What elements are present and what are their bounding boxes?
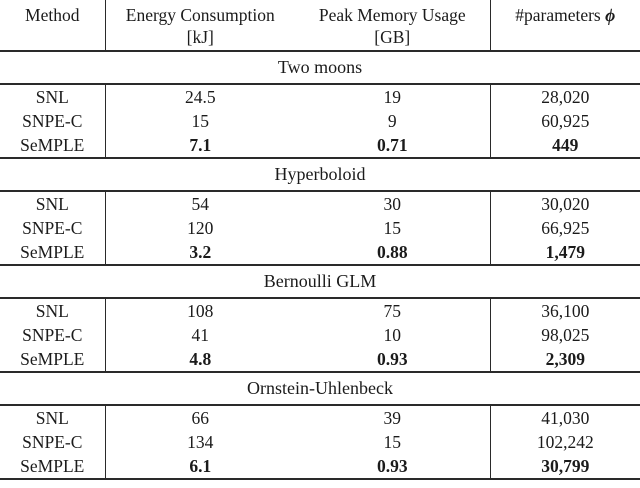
cell-method: SNPE-C (0, 323, 106, 347)
column-header-method: Method (0, 0, 106, 52)
cell-params: 36,100 (541, 301, 590, 321)
cell-memory: 19 (295, 84, 491, 109)
cell-method: SNPE-C (0, 430, 106, 454)
cell-memory: 15 (295, 430, 491, 454)
cell-method: SeMPLE (0, 454, 106, 479)
table-row: SNPE-C 120 15 66,925 (0, 216, 640, 240)
column-header-memory: Peak Memory Usage [GB] (295, 0, 491, 52)
method-header-label: Method (25, 5, 80, 25)
cell-method: SNPE-C (0, 109, 106, 133)
cell-params: 28,020 (541, 87, 590, 107)
table-row: SNPE-C 41 10 98,025 (0, 323, 640, 347)
cell-energy: 120 (187, 218, 214, 238)
cell-params: 449 (552, 135, 579, 155)
table-row: SeMPLE 4.8 0.93 2,309 (0, 347, 640, 372)
table-row: SNPE-C 134 15 102,242 (0, 430, 640, 454)
cell-method: SNL (0, 191, 106, 216)
cell-params: 60,925 (541, 111, 590, 131)
section-title: Ornstein-Uhlenbeck (0, 371, 640, 406)
table-row: SNPE-C 15 9 60,925 (0, 109, 640, 133)
table-row: SeMPLE 6.1 0.93 30,799 (0, 454, 640, 479)
cell-energy: 54 (191, 194, 210, 214)
section-title: Bernoulli GLM (0, 264, 640, 299)
header-row: Method Energy Consumption [kJ] Peak Memo… (0, 0, 640, 52)
cell-energy: 3.2 (189, 242, 212, 262)
cell-params: 66,925 (541, 218, 590, 238)
cell-params: 98,025 (541, 325, 590, 345)
section-title-row: Ornstein-Uhlenbeck (0, 371, 640, 406)
parameters-header-text: #parameters (515, 5, 601, 25)
table-row: SeMPLE 3.2 0.88 1,479 (0, 240, 640, 265)
cell-memory: 30 (295, 191, 491, 216)
cell-method: SNL (0, 84, 106, 109)
cell-method: SNL (0, 405, 106, 430)
cell-memory: 75 (295, 298, 491, 323)
table-row: SeMPLE 7.1 0.71 449 (0, 133, 640, 158)
memory-header-label: Peak Memory Usage (318, 5, 466, 25)
column-header-parameters: #parameters ϕ (490, 0, 640, 52)
cell-energy: 134 (187, 432, 214, 452)
section-title: Hyperboloid (0, 157, 640, 192)
cell-method: SeMPLE (0, 240, 106, 265)
cell-energy: 7.1 (189, 135, 212, 155)
table-row: SNL 54 30 30,020 (0, 191, 640, 216)
parameters-header-label: #parameters ϕ (491, 4, 640, 26)
cell-energy: 15 (191, 111, 210, 131)
cell-params: 41,030 (541, 408, 590, 428)
cell-memory: 0.88 (295, 240, 491, 265)
memory-header-unit: [GB] (374, 27, 411, 47)
column-header-energy: Energy Consumption [kJ] (105, 0, 295, 52)
section-title-row: Bernoulli GLM (0, 264, 640, 299)
energy-header-label: Energy Consumption (125, 5, 275, 25)
cell-memory: 9 (295, 109, 491, 133)
cell-method: SNL (0, 298, 106, 323)
cell-energy: 6.1 (189, 456, 212, 476)
table-row: SNL 108 75 36,100 (0, 298, 640, 323)
cell-energy: 108 (187, 301, 214, 321)
cell-memory: 0.93 (295, 347, 491, 372)
cell-params: 1,479 (545, 242, 585, 262)
cell-params: 30,020 (541, 194, 590, 214)
cell-energy: 66 (191, 408, 210, 428)
cell-memory: 39 (295, 405, 491, 430)
cell-energy: 4.8 (189, 349, 212, 369)
table-row: SNL 24.5 19 28,020 (0, 84, 640, 109)
cell-memory: 0.93 (295, 454, 491, 479)
cell-params: 102,242 (536, 432, 594, 452)
phi-symbol: ϕ (605, 5, 616, 25)
cell-params: 2,309 (545, 349, 585, 369)
cell-method: SeMPLE (0, 133, 106, 158)
section-title: Two moons (0, 50, 640, 85)
cell-energy: 24.5 (184, 87, 216, 107)
cell-method: SeMPLE (0, 347, 106, 372)
cell-memory: 15 (295, 216, 491, 240)
cell-memory: 10 (295, 323, 491, 347)
section-title-row: Two moons (0, 50, 640, 85)
table-row: SNL 66 39 41,030 (0, 405, 640, 430)
energy-header-unit: [kJ] (186, 27, 214, 47)
cell-memory: 0.71 (295, 133, 491, 158)
cell-energy: 41 (191, 325, 210, 345)
section-title-row: Hyperboloid (0, 157, 640, 192)
cell-method: SNPE-C (0, 216, 106, 240)
cell-params: 30,799 (541, 456, 590, 476)
